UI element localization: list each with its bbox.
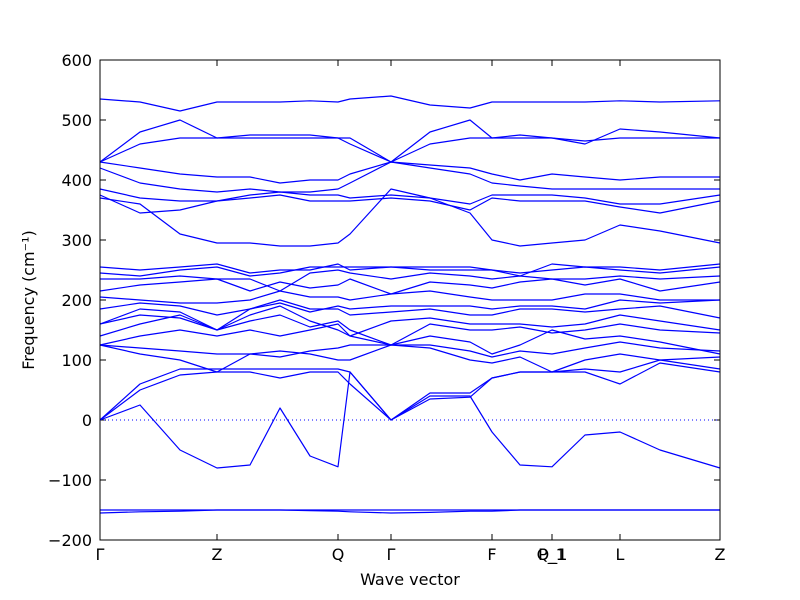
x-tick-label: P_1 bbox=[538, 545, 566, 565]
y-tick-label: 300 bbox=[61, 231, 92, 250]
x-tick-label: Q_1 bbox=[537, 545, 568, 565]
x-tick-label: Q bbox=[332, 545, 345, 564]
y-tick-label: 200 bbox=[61, 291, 92, 310]
band-line bbox=[99, 509, 720, 514]
x-tick-label: Γ bbox=[96, 545, 105, 564]
y-tick-label: 400 bbox=[61, 171, 92, 190]
y-tick-label: 100 bbox=[61, 351, 92, 370]
x-tick-label: L bbox=[616, 545, 625, 564]
x-tick-label: Γ bbox=[387, 545, 396, 564]
y-tick-label: −200 bbox=[48, 531, 92, 550]
band-line bbox=[99, 95, 721, 112]
plot-frame bbox=[99, 59, 721, 541]
x-tick-label: F bbox=[487, 545, 496, 564]
band-line bbox=[99, 359, 721, 421]
x-tick-label: Z bbox=[212, 545, 223, 564]
x-tick-label: Z bbox=[715, 545, 726, 564]
x-axis-label: Wave vector bbox=[360, 570, 460, 589]
band-line bbox=[99, 188, 721, 205]
y-tick-label: 500 bbox=[61, 111, 92, 130]
band-line bbox=[99, 119, 721, 163]
band-line bbox=[99, 299, 721, 331]
y-tick-label: 0 bbox=[82, 411, 92, 430]
band-line bbox=[100, 269, 721, 292]
y-axis-label: Frequency (cm⁻¹) bbox=[19, 230, 38, 369]
y-tick-label: −100 bbox=[48, 471, 92, 490]
y-tick-label: 600 bbox=[61, 51, 92, 70]
band-line bbox=[99, 188, 721, 247]
band-line bbox=[99, 263, 721, 277]
band-line bbox=[99, 299, 721, 316]
